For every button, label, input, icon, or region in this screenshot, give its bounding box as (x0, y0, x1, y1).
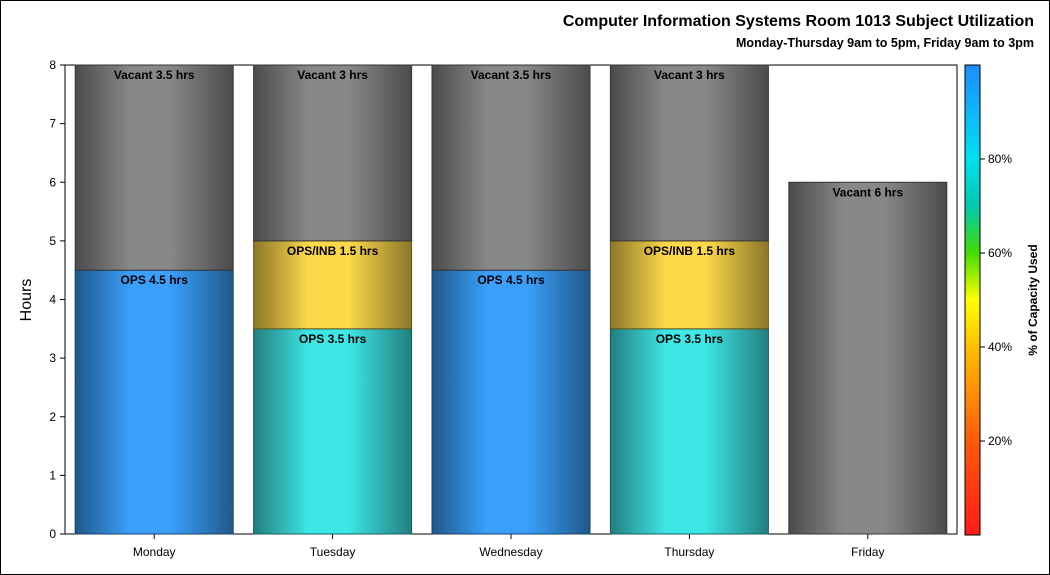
bar-segment (253, 64, 413, 242)
y-tick-label: 1 (49, 468, 56, 482)
bar-segment (253, 328, 413, 535)
bar-data-label: OPS/INB 1.5 hrs (644, 244, 736, 258)
colorbar-scale (964, 64, 981, 536)
bar-segment (74, 269, 234, 535)
bar-segment (609, 64, 769, 242)
y-tick-label: 0 (49, 527, 56, 541)
bar-segment (609, 328, 769, 535)
y-tick-label: 3 (49, 351, 56, 365)
bar-data-label: Vacant 3 hrs (297, 68, 368, 82)
bar-data-label: Vacant 3.5 hrs (471, 68, 552, 82)
y-tick-label: 5 (49, 234, 56, 248)
bar-segment (253, 240, 413, 330)
bar-data-label: OPS 4.5 hrs (121, 273, 189, 287)
chart-title: Computer Information Systems Room 1013 S… (562, 13, 1034, 30)
y-axis-label: Hours (18, 279, 35, 322)
x-tick-label: Tuesday (310, 545, 356, 559)
bar-data-label: Vacant 3 hrs (654, 68, 725, 82)
y-tick-label: 4 (49, 293, 56, 307)
colorbar-label: % of Capacity Used (1026, 244, 1040, 355)
x-axis: Monday Tuesday Wednesday Thursday Friday (133, 534, 884, 559)
y-tick-label: 2 (49, 410, 56, 424)
y-tick-label: 6 (49, 175, 56, 189)
chart-subtitle: Monday-Thursday 9am to 5pm, Friday 9am t… (736, 36, 1034, 50)
x-tick-label: Monday (133, 545, 176, 559)
colorbar-legend: 20% 40% 60% 80% (964, 64, 1012, 536)
x-tick-label: Thursday (664, 545, 714, 559)
bar-segment (609, 240, 769, 330)
bars: OPS 4.5 hrs Vacant 3.5 hrs OPS 3.5 hrs OPS/… (74, 64, 948, 535)
bar-data-label: OPS 3.5 hrs (299, 332, 367, 346)
bar-segment (431, 269, 591, 535)
y-tick-label: 8 (49, 58, 56, 72)
bar-data-label: Vacant 3.5 hrs (114, 68, 195, 82)
colorbar-tick-label: 40% (988, 340, 1012, 354)
x-tick-label: Wednesday (479, 545, 542, 559)
bar-data-label: OPS 4.5 hrs (477, 273, 545, 287)
y-tick-label: 7 (49, 117, 56, 131)
colorbar-tick-label: 20% (988, 434, 1012, 448)
bar-segment (74, 64, 234, 271)
bar-data-label: OPS/INB 1.5 hrs (287, 244, 379, 258)
bar-data-label: OPS 3.5 hrs (656, 332, 724, 346)
colorbar-tick-label: 80% (988, 152, 1012, 166)
x-tick-label: Friday (851, 545, 884, 559)
y-axis: 0 1 2 3 4 5 6 7 8 (49, 58, 65, 541)
bar-segment (788, 181, 948, 535)
bar-segment (431, 64, 591, 271)
colorbar-tick-label: 60% (988, 246, 1012, 260)
bar-data-label: Vacant 6 hrs (832, 185, 903, 199)
